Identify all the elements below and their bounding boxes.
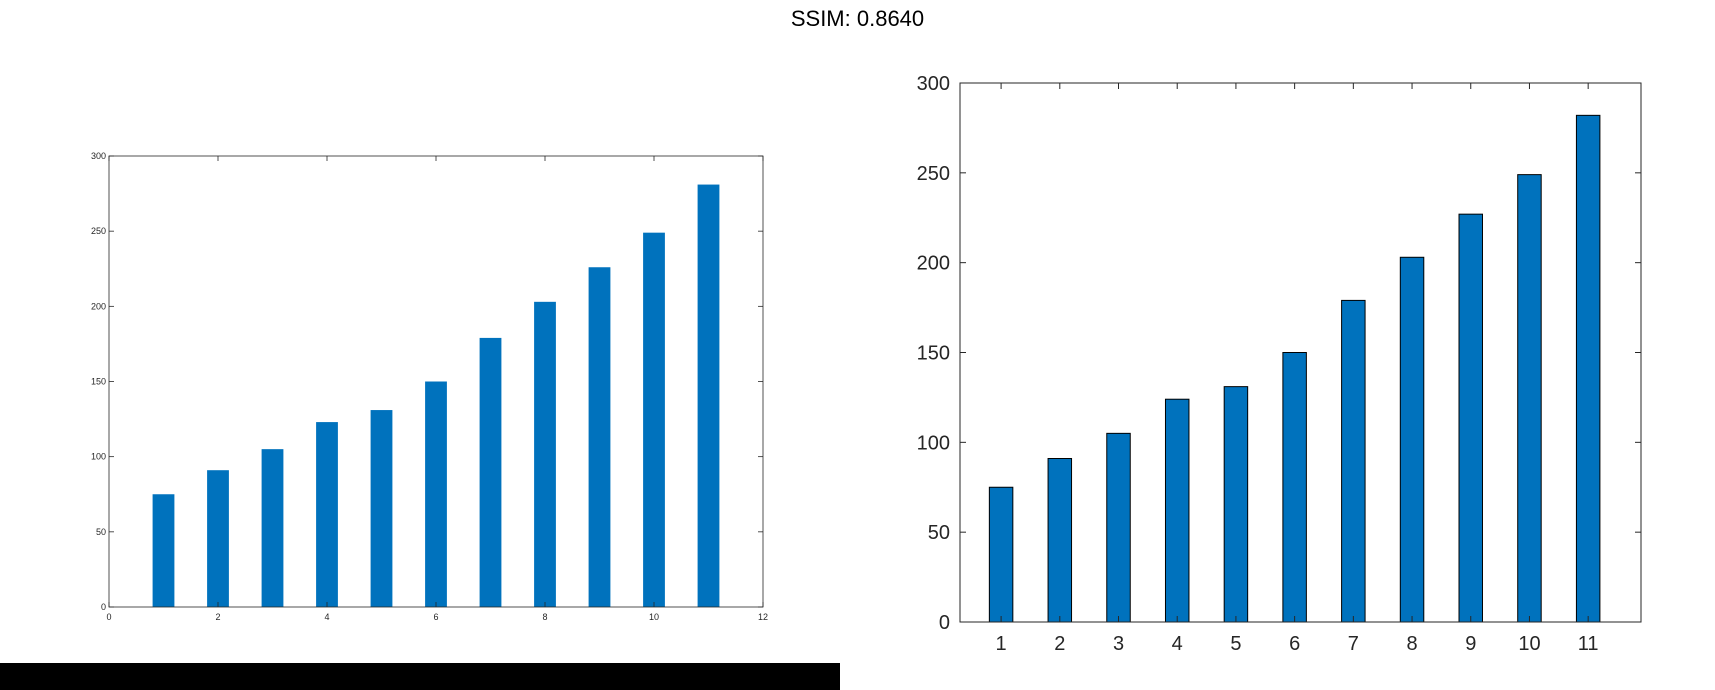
- bar: [207, 470, 229, 607]
- bar: [1575, 114, 1601, 623]
- bar: [152, 494, 175, 607]
- y-tick-label: 150: [917, 343, 950, 365]
- bar: [479, 337, 502, 607]
- y-tick-label: 100: [917, 432, 950, 454]
- y-tick-label: 0: [939, 612, 950, 634]
- bar: [425, 381, 447, 607]
- x-tick-label: 3: [1113, 633, 1124, 655]
- x-tick-label: 4: [324, 612, 329, 622]
- chart-right: 1 2 3 4 5 6 7 8 9 10 11 0 50 100 150 200 250 300: [917, 73, 1642, 655]
- bar: [1164, 398, 1190, 623]
- y-tick-label: 250: [917, 163, 950, 185]
- x-tick-label: 8: [542, 612, 547, 622]
- x-tick-label: 2: [215, 612, 220, 622]
- x-tick-label: 12: [758, 612, 768, 622]
- bar: [370, 410, 393, 607]
- bar: [1106, 432, 1131, 623]
- page-title: SSIM: 0.8640: [790, 6, 925, 31]
- y-tick-label: 300: [91, 151, 106, 161]
- x-tick-label: 11: [1578, 633, 1599, 655]
- bar: [1047, 458, 1073, 623]
- bar: [643, 232, 665, 608]
- bar: [1341, 299, 1366, 623]
- bar: [1458, 213, 1483, 623]
- x-tick-label: 10: [649, 612, 659, 622]
- y-tick-label: 150: [91, 377, 106, 387]
- x-tick-label: 0: [106, 612, 111, 622]
- x-tick-label: 6: [1289, 633, 1300, 655]
- x-tick-label: 4: [1172, 633, 1183, 655]
- x-tick-label: 7: [1348, 633, 1359, 655]
- chart-left: 0 2 4 6 8 10 12 0 50 100 150 200 250 300: [91, 151, 768, 622]
- x-tick-label: 5: [1230, 633, 1241, 655]
- x-tick-label: 9: [1465, 633, 1476, 655]
- y-tick-label: 0: [101, 602, 106, 612]
- bar: [697, 184, 720, 607]
- bar: [988, 486, 1014, 623]
- x-tick-label: 1: [996, 633, 1007, 655]
- y-tick-label: 250: [91, 226, 106, 236]
- bar: [1517, 174, 1542, 623]
- x-tick-label: 8: [1406, 633, 1417, 655]
- bar: [534, 301, 556, 607]
- bar: [1282, 352, 1307, 623]
- x-tick-label: 10: [1518, 633, 1540, 655]
- y-tick-label: 50: [96, 527, 106, 537]
- y-tick-label: 300: [917, 73, 950, 95]
- x-tick-label: 6: [433, 612, 438, 622]
- bar: [1399, 256, 1425, 623]
- y-tick-label: 100: [91, 452, 106, 462]
- bar: [1223, 386, 1249, 623]
- y-tick-label: 200: [91, 301, 106, 311]
- x-tick-label: 2: [1054, 633, 1065, 655]
- y-tick-label: 200: [917, 253, 950, 275]
- bar: [588, 267, 611, 607]
- bar: [316, 422, 338, 607]
- black-strip: [0, 663, 840, 690]
- bar: [261, 449, 284, 607]
- y-tick-label: 50: [928, 522, 950, 544]
